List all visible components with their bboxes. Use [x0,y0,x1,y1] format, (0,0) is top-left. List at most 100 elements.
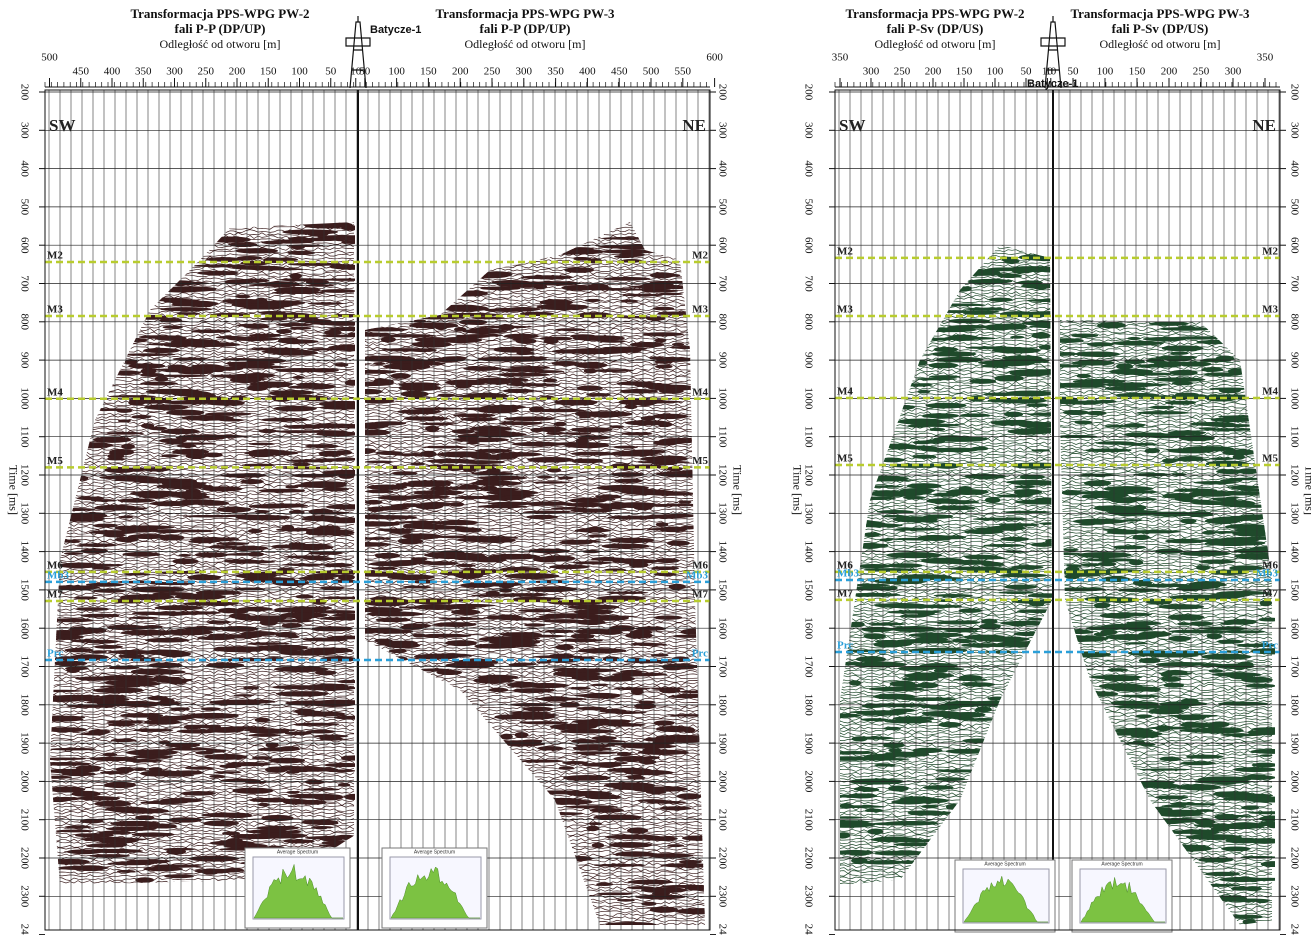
wiggle-lobe [413,319,427,323]
wiggle-lobe [324,329,342,336]
wiggle-lobe [171,390,212,397]
wiggle-lobe [613,445,639,449]
wiggle-lobe [920,447,962,452]
wiggle-lobe [840,803,853,809]
wiggle-lobe [160,428,200,435]
wiggle-lobe [899,488,936,494]
wiggle-lobe [668,583,686,590]
wiggle-lobe [504,573,560,580]
wiggle-lobe [225,553,258,556]
wiggle-lobe [653,720,675,726]
wiggle-lobe [979,643,1010,647]
time-tick-label: 2300 [802,885,814,908]
wiggle-lobe [71,769,89,774]
spectrum-area [253,864,343,919]
wiggle-lobe [938,500,980,505]
time-tick-label: 1500 [802,579,814,602]
wiggle-lobe [1120,694,1161,698]
wiggle-lobe [851,857,868,864]
panel-frame [834,89,1281,931]
wiggle-lobe [1233,767,1275,773]
wiggle-lobe [289,272,302,279]
wiggle-lobe [900,614,928,618]
wiggle-lobe [445,640,477,647]
wiggle-lobe [455,382,472,389]
wiggle-trace [50,379,355,383]
wiggle-lobe [655,522,669,527]
wiggle-lobe [241,463,276,467]
wiggle-lobe [99,771,130,775]
wiggle-lobe [543,812,584,816]
wiggle-lobe [1178,325,1196,330]
wiggle-lobe [89,756,138,762]
wiggle-lobe [1245,683,1275,688]
wiggle-lobe [328,326,355,332]
wiggle-lobe [248,733,281,737]
wiggle-trace [50,682,354,686]
wiggle-lobe [912,747,943,754]
wiggle-lobe [1217,415,1273,418]
wiggle-lobe [627,879,673,885]
wiggle-lobe [658,526,688,533]
wiggle-lobe [604,834,661,840]
wiggle-lobe [919,663,958,670]
wiggle-lobe [1247,811,1275,815]
wiggle-lobe [600,249,657,254]
wiggle-trace [50,559,355,563]
wiggle-lobe [1080,563,1101,567]
wiggle-lobe [917,682,939,689]
wiggle-lobe [319,736,344,741]
wiggle-lobe [380,336,396,343]
wiggle-lobe [376,528,416,532]
wiggle-lobe [401,533,442,540]
wiggle-lobe [202,486,243,492]
wiggle-lobe [1222,449,1258,456]
wiggle-lobe [301,517,339,522]
wiggle-lobe [1004,259,1020,264]
wiggle-lobe [225,762,272,767]
wiggle-lobe [1000,524,1024,529]
wiggle-lobe [576,706,608,711]
wiggle-lobe [562,761,589,765]
wiggle-lobe [340,755,355,761]
time-tick-label: 1900 [716,732,728,755]
wiggle-lobe [88,843,127,848]
wiggle-lobe [249,452,275,458]
wiggle-lobe [147,695,169,701]
distance-axis-label: Odległość od otworu [m] [875,37,996,51]
wiggle-lobe [967,717,1000,721]
wiggle-lobe [1104,424,1129,428]
distance-tick-label: 150 [420,66,437,78]
wiggle-lobe [325,504,355,510]
wiggle-lobe [1209,457,1235,461]
wiggle-lobe [64,825,92,829]
wiggle-lobe [903,496,926,500]
wiggle-lobe [1238,876,1251,881]
wiggle-lobe [471,432,527,437]
wiggle-lobe [945,803,962,810]
wiggle-lobe [840,751,875,755]
wiggle-lobe [137,492,170,499]
wiggle-lobe [526,586,577,593]
wiggle-lobe [366,484,408,490]
wiggle-lobe [276,329,292,334]
wiggle-lobe [256,825,299,831]
wiggle-lobe [1027,617,1044,621]
wiggle-lobe [208,264,252,268]
wiggle-trace [50,502,355,506]
wiggle-lobe [319,278,355,281]
distance-tick-label: 250 [484,66,501,78]
wiggle-lobe [172,558,199,565]
wiggle-lobe [650,289,679,293]
wiggle-lobe [143,866,183,872]
wiggle-lobe [571,427,613,433]
wiggle-lobe [128,616,159,620]
wiggle-lobe [1175,392,1199,397]
wiggle-lobe [306,573,340,579]
wiggle-lobe [172,357,208,361]
wiggle-lobe [483,536,519,540]
wiggle-lobe [1115,612,1152,617]
wiggle-trace [50,736,355,740]
wiggle-lobe [619,388,658,394]
wiggle-lobe [318,450,342,457]
